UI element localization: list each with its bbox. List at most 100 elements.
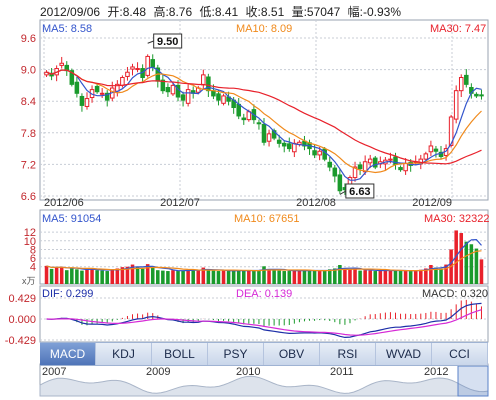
- macd-tick-label: 0.000: [8, 314, 36, 326]
- candle-body: [246, 111, 252, 121]
- tab-kdj[interactable]: KDJ: [96, 343, 152, 365]
- volume-bar: [54, 267, 59, 284]
- volume-bar: [388, 270, 393, 284]
- candle-body: [74, 81, 80, 94]
- volume-bar: [322, 270, 327, 284]
- candle-body: [130, 66, 135, 70]
- candle-body: [135, 68, 140, 71]
- volume-bar: [130, 264, 135, 284]
- volume-bar: [247, 270, 251, 284]
- candle-body: [312, 150, 317, 156]
- candle-body: [438, 151, 444, 157]
- candle-body: [145, 55, 150, 76]
- candle-body: [276, 139, 282, 144]
- volume-bar: [338, 264, 342, 284]
- volume-bar: [469, 244, 474, 284]
- volume-bar: [267, 269, 271, 284]
- price-x-tick-label: 2012/06: [44, 197, 84, 209]
- price-panel: 9.50 6.63: [44, 33, 484, 199]
- candle-body: [428, 145, 434, 153]
- tab-cci[interactable]: CCI: [432, 343, 488, 365]
- quote-date: 2012/09/06: [40, 5, 101, 19]
- volume-bar: [408, 271, 413, 284]
- volume-bar: [206, 270, 211, 284]
- volume-bar: [368, 270, 372, 284]
- annotation-leader: [339, 190, 347, 195]
- volume-tick-label: 12: [24, 227, 36, 239]
- volume-bar: [292, 270, 297, 284]
- macd-dif-legend: DIF: 0.299: [42, 288, 94, 300]
- volume-bar: [363, 270, 367, 284]
- volume-bar: [115, 268, 120, 284]
- tab-obv[interactable]: OBV: [264, 343, 320, 365]
- volume-bar: [242, 271, 246, 284]
- candle-body: [433, 148, 439, 152]
- quote-close: 收:8.51: [245, 5, 285, 19]
- tab-wvad[interactable]: WVAD: [376, 343, 432, 365]
- volume-bar: [317, 270, 322, 284]
- candle-body: [332, 167, 338, 177]
- candle-body: [94, 85, 100, 93]
- candle-body: [388, 158, 393, 161]
- volume-bar: [307, 271, 312, 284]
- volume-bar: [145, 264, 150, 284]
- volume-bar: [201, 267, 206, 284]
- volume-bar: [378, 270, 383, 284]
- volume-bar: [120, 267, 125, 284]
- candle-body: [79, 95, 85, 106]
- price-tick-label: 7.8: [21, 128, 36, 140]
- tab-boll[interactable]: BOLL: [152, 343, 208, 365]
- volume-tick-label: 10: [24, 236, 36, 248]
- volume-bar: [327, 269, 332, 284]
- candle-body: [99, 92, 105, 95]
- annotation-box: [345, 183, 375, 199]
- price-tick-label: 9.0: [21, 65, 36, 77]
- candle-body: [201, 74, 206, 86]
- volume-bar: [348, 269, 352, 284]
- volume-bar: [196, 269, 201, 284]
- tab-psy[interactable]: PSY: [208, 343, 264, 365]
- volume-bar: [85, 269, 89, 284]
- volume-bar: [297, 270, 302, 284]
- candle-body: [448, 116, 454, 146]
- volume-bar: [287, 271, 292, 284]
- candle-body: [479, 94, 484, 97]
- panel-frame-0: [39, 19, 489, 201]
- candle-body: [256, 122, 262, 125]
- tab-rsi[interactable]: RSI: [320, 343, 376, 365]
- candle-body: [393, 156, 398, 165]
- candle-body: [357, 164, 363, 170]
- volume-bar: [429, 264, 433, 284]
- volume-bar: [64, 270, 69, 284]
- volume-bar: [444, 264, 448, 284]
- overview-area: [39, 375, 489, 397]
- candle-body: [185, 89, 191, 104]
- volume-bar: [70, 267, 74, 284]
- macd-dea-line: [46, 309, 482, 336]
- volume-ma30-legend: MA30: 32322: [424, 213, 490, 225]
- candle-body: [125, 71, 130, 77]
- volume-bar: [59, 266, 64, 284]
- candle-body: [474, 93, 479, 97]
- volume-bar: [383, 270, 388, 284]
- candle-body: [180, 94, 186, 101]
- volume-bar: [282, 271, 286, 284]
- volume-bar: [176, 271, 180, 284]
- volume-bar: [419, 269, 423, 284]
- volume-tick-label: 8: [30, 244, 36, 256]
- candle-body: [160, 79, 166, 92]
- annotation-box: [153, 33, 183, 49]
- candle-body: [281, 142, 287, 147]
- candle-body: [453, 90, 459, 120]
- volume-bar: [231, 270, 236, 284]
- volume-bar: [302, 270, 307, 284]
- volume-bar: [150, 267, 155, 284]
- volume-bar: [403, 270, 408, 284]
- tab-macd[interactable]: MACD: [40, 343, 96, 365]
- volume-bar: [333, 268, 337, 284]
- candle-body: [367, 158, 373, 164]
- volume-bar: [424, 268, 428, 284]
- candle-body: [261, 123, 267, 143]
- volume-tick-label: 4: [30, 262, 36, 274]
